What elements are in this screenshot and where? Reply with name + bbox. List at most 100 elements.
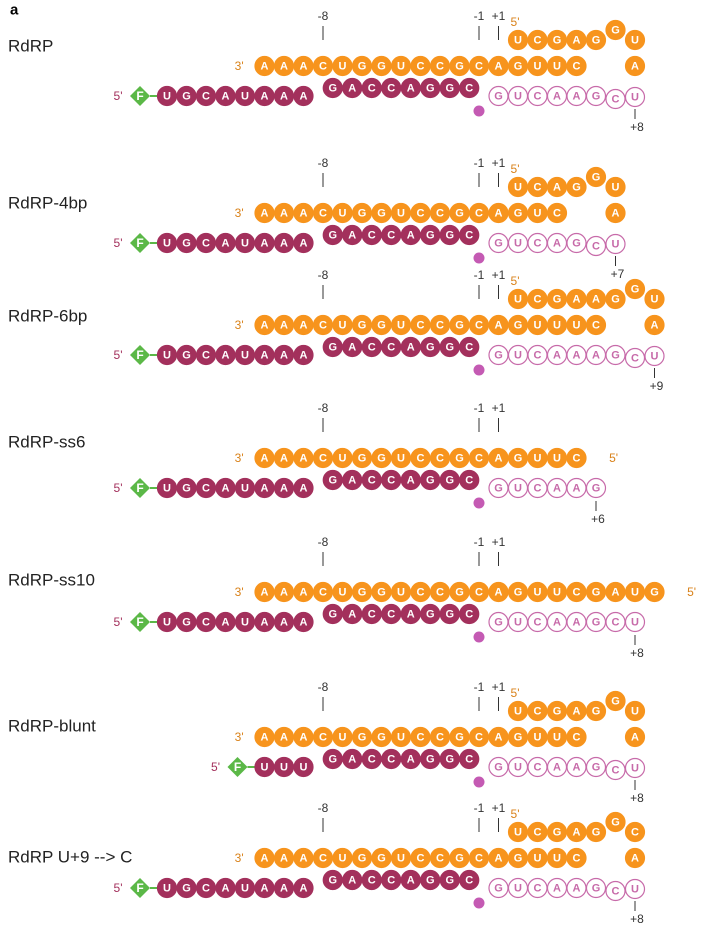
nucleotide-letter: A: [300, 617, 308, 629]
nucleotide-letter: G: [514, 587, 523, 599]
nucleotide-letter: U: [339, 587, 347, 599]
nucleotide-letter: U: [514, 706, 522, 718]
nucleotide-letter: C: [553, 208, 561, 220]
nucleotide-letter: A: [261, 320, 269, 332]
nucleotide-letter: A: [280, 883, 288, 895]
nucleotide-letter: G: [592, 617, 601, 629]
nucleotide-letter: C: [319, 732, 327, 744]
nucleotide-letter: A: [407, 342, 415, 354]
nucleotide-letter: C: [417, 61, 425, 73]
nucleotide-letter: U: [514, 182, 522, 194]
nucleotide-letter: A: [280, 483, 288, 495]
construct-name: RdRP-6bp: [8, 307, 87, 326]
nucleotide-letter: C: [465, 609, 473, 621]
nucleotide-letter: C: [631, 827, 639, 839]
end-position-label: +8: [630, 791, 644, 805]
nucleotide-letter: U: [241, 483, 249, 495]
nucleotide-letter: U: [534, 732, 542, 744]
nucleotide-letter: G: [572, 182, 581, 194]
active-site-dot: [474, 365, 485, 376]
nucleotide-letter: U: [397, 61, 405, 73]
nucleotide-letter: U: [241, 350, 249, 362]
nucleotide-letter: G: [553, 827, 562, 839]
position-label: +1: [492, 535, 506, 549]
nucleotide-letter: U: [339, 320, 347, 332]
nucleotide-letter: C: [612, 886, 620, 898]
nucleotide-letter: G: [455, 732, 464, 744]
end-label: 3': [235, 730, 244, 744]
nucleotide-letter: G: [328, 83, 337, 95]
nucleotide-letter: U: [163, 238, 171, 250]
position-label: -1: [474, 9, 485, 23]
nucleotide-letter: G: [445, 875, 454, 887]
nucleotide-letter: C: [436, 853, 444, 865]
nucleotide-letter: C: [202, 883, 210, 895]
nucleotide-letter: G: [445, 342, 454, 354]
nucleotide-letter: A: [280, 587, 288, 599]
nucleotide-letter: C: [319, 453, 327, 465]
nucleotide-letter: U: [514, 483, 522, 495]
nucleotide-letter: G: [377, 320, 386, 332]
nucleotide-letter: U: [339, 732, 347, 744]
position-label: -8: [318, 401, 329, 415]
nucleotide-letter: A: [300, 853, 308, 865]
nucleotide-letter: C: [417, 732, 425, 744]
nucleotide-letter: U: [553, 320, 561, 332]
nucleotide-letter: G: [377, 61, 386, 73]
nucleotide-letter: G: [182, 350, 191, 362]
nucleotide-letter: C: [202, 483, 210, 495]
position-label: -8: [318, 156, 329, 170]
nucleotide-letter: U: [241, 617, 249, 629]
nucleotide-letter: G: [494, 238, 503, 250]
nucleotide-letter: G: [494, 883, 503, 895]
nucleotide-letter: A: [261, 732, 269, 744]
nucleotide-letter: C: [534, 238, 542, 250]
nucleotide-letter: U: [397, 453, 405, 465]
nucleotide-letter: C: [417, 208, 425, 220]
nucleotide-letter: G: [182, 91, 191, 103]
nucleotide-letter: U: [534, 61, 542, 73]
position-label: +1: [492, 268, 506, 282]
nucleotide-letter: G: [592, 883, 601, 895]
nucleotide-letter: G: [455, 853, 464, 865]
nucleotide-letter: G: [328, 475, 337, 487]
nucleotide-letter: G: [631, 284, 640, 296]
nucleotide-letter: C: [475, 453, 483, 465]
nucleotide-letter: A: [612, 208, 620, 220]
nucleotide-letter: A: [495, 853, 503, 865]
nucleotide-letter: C: [319, 61, 327, 73]
nucleotide-letter: G: [514, 61, 523, 73]
nucleotide-letter: U: [612, 239, 620, 251]
nucleotide-letter: U: [534, 320, 542, 332]
nucleotide-letter: G: [455, 320, 464, 332]
nucleotide-letter: A: [280, 453, 288, 465]
nucleotide-letter: G: [592, 762, 601, 774]
nucleotide-letter: U: [339, 208, 347, 220]
nucleotide-letter: G: [592, 172, 601, 184]
nucleotide-letter: U: [280, 762, 288, 774]
nucleotide-letter: G: [455, 61, 464, 73]
nucleotide-letter: G: [426, 475, 435, 487]
nucleotide-letter: C: [436, 732, 444, 744]
nucleotide-letter: A: [222, 883, 230, 895]
nucleotide-letter: U: [514, 238, 522, 250]
fluorophore-label: F: [136, 881, 143, 895]
nucleotide-letter: A: [348, 609, 356, 621]
nucleotide-letter: G: [455, 587, 464, 599]
nucleotide-letter: A: [348, 230, 356, 242]
nucleotide-letter: A: [261, 483, 269, 495]
nucleotide-letter: G: [358, 587, 367, 599]
nucleotide-letter: U: [631, 763, 639, 775]
end-label: 5': [114, 89, 123, 103]
nucleotide-letter: C: [475, 732, 483, 744]
nucleotide-letter: U: [631, 92, 639, 104]
nucleotide-letter: G: [611, 696, 620, 708]
nucleotide-letter: A: [222, 91, 230, 103]
nucleotide-letter: G: [358, 853, 367, 865]
nucleotide-letter: A: [553, 91, 561, 103]
nucleotide-letter: U: [514, 883, 522, 895]
nucleotide-letter: A: [407, 754, 415, 766]
nucleotide-letter: A: [495, 587, 503, 599]
nucleotide-letter: U: [534, 208, 542, 220]
end-position-label: +6: [591, 512, 605, 526]
